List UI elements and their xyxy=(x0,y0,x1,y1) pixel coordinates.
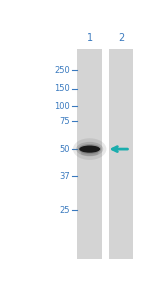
Text: 50: 50 xyxy=(59,144,70,154)
Text: 25: 25 xyxy=(59,205,70,214)
Text: 2: 2 xyxy=(118,33,124,43)
Bar xyxy=(110,49,133,258)
Text: 250: 250 xyxy=(54,66,70,75)
Ellipse shape xyxy=(79,146,100,153)
Text: 37: 37 xyxy=(59,172,70,181)
Bar xyxy=(77,49,102,258)
Text: 75: 75 xyxy=(59,117,70,126)
Text: 150: 150 xyxy=(54,84,70,93)
Ellipse shape xyxy=(73,138,106,160)
Ellipse shape xyxy=(78,144,101,154)
Text: 1: 1 xyxy=(87,33,93,43)
Ellipse shape xyxy=(76,142,103,156)
Text: 100: 100 xyxy=(54,102,70,111)
Ellipse shape xyxy=(81,151,99,156)
